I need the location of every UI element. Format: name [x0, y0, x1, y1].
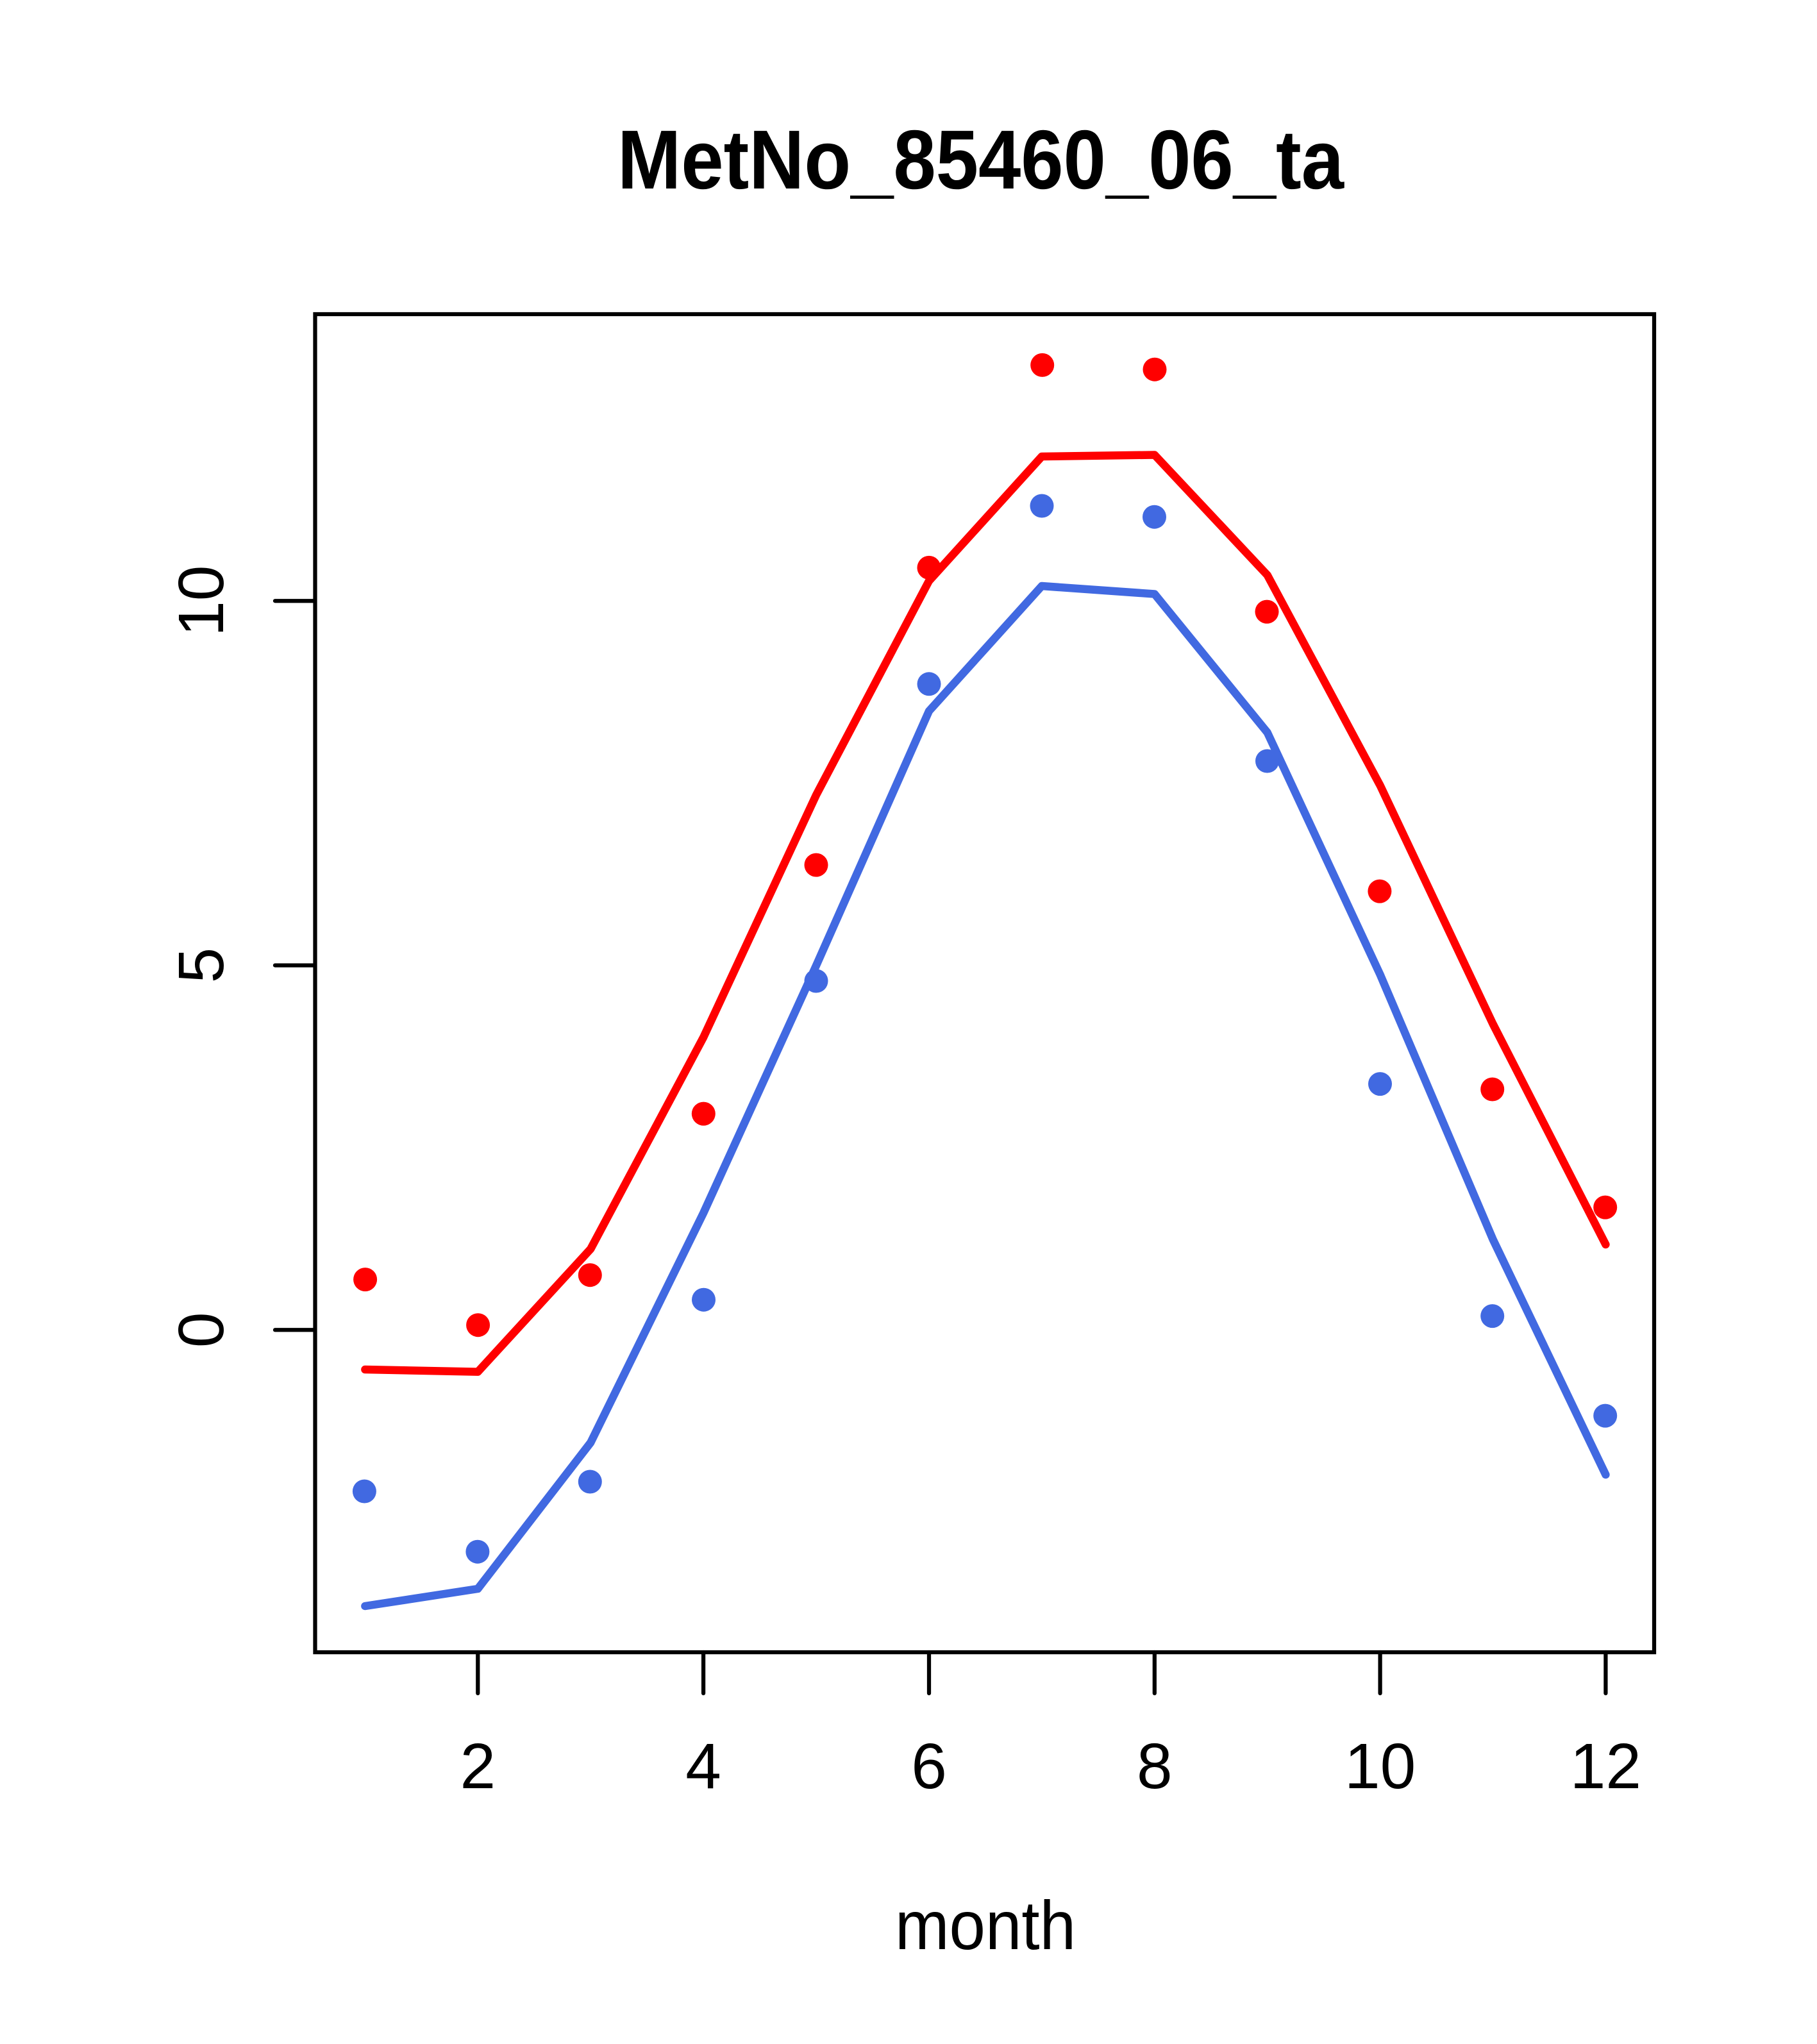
svg-text:8: 8 — [1137, 1730, 1173, 1802]
svg-text:0: 0 — [165, 1312, 237, 1348]
svg-text:month: month — [895, 1886, 1076, 1964]
svg-text:10: 10 — [165, 565, 237, 637]
svg-text:5: 5 — [165, 948, 237, 984]
svg-text:2: 2 — [460, 1730, 496, 1802]
svg-text:4: 4 — [685, 1730, 721, 1802]
svg-text:6: 6 — [911, 1730, 947, 1802]
svg-text:12: 12 — [1570, 1730, 1641, 1802]
svg-text:10: 10 — [1344, 1730, 1416, 1802]
svg-text:MetNo_85460_06_ta: MetNo_85460_06_ta — [617, 113, 1344, 206]
